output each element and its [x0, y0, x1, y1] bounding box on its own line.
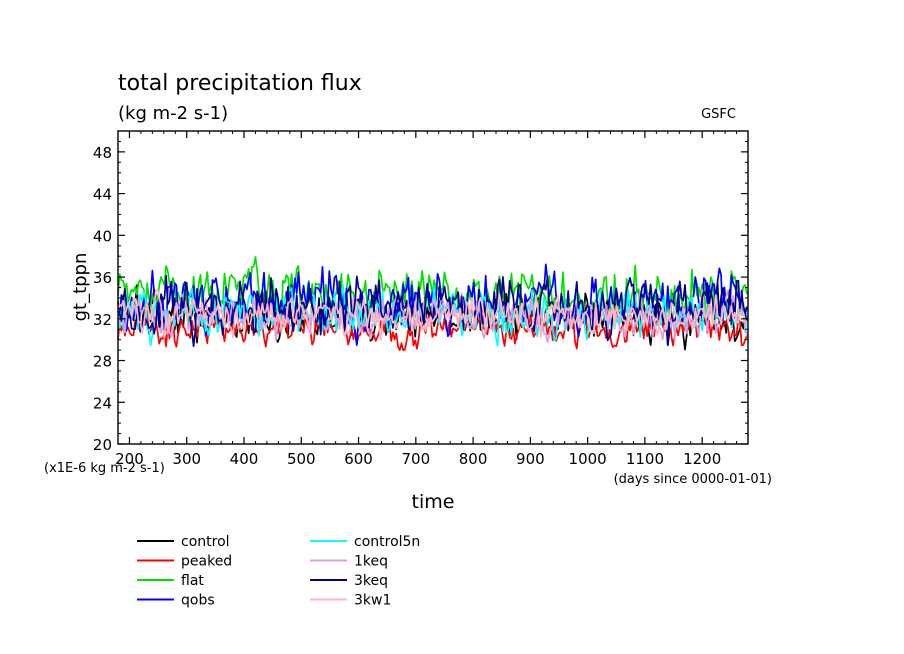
legend-label: peaked	[181, 554, 232, 570]
legend-label: 1keq	[354, 554, 388, 570]
x-tick-label: 900	[516, 450, 545, 468]
credit-label: GSFC	[701, 107, 736, 122]
chart-subtitle: (kg m-2 s-1)	[118, 103, 228, 124]
x-tick-label: 200	[115, 450, 144, 468]
x-tick-label: 1000	[569, 450, 607, 468]
x-tick-label: 1200	[683, 450, 721, 468]
legend-label: control5n	[354, 534, 420, 550]
series-line-3kw1	[117, 288, 748, 341]
axis-ticks: 20 24 28 32 36 40 44 48 200 300 400 500 600 700 800 900…	[93, 131, 749, 468]
y-tick-label: 24	[93, 394, 112, 412]
x-tick-label: 400	[230, 450, 259, 468]
y-tick-label: 40	[93, 227, 112, 245]
y-tick-label: 20	[93, 436, 112, 454]
series-lines	[117, 256, 748, 352]
y-tick-label: 48	[93, 144, 112, 162]
x-tick-label: 1100	[626, 450, 664, 468]
y-tick-label: 32	[93, 311, 112, 329]
chart-title: total precipitation flux	[118, 71, 362, 96]
x-axis-label: time	[412, 491, 455, 513]
legend-label: 3keq	[354, 573, 388, 589]
y-tick-label: 28	[93, 353, 112, 371]
legend-label: control	[181, 534, 230, 550]
legend-label: flat	[181, 573, 204, 589]
legend-label: 3kw1	[354, 593, 391, 609]
x-tick-label: 800	[459, 450, 488, 468]
legend: control peaked flat qobs control5n 1keq 3keq 3k…	[137, 534, 420, 609]
y-axis-label: gt_tppn	[70, 253, 91, 322]
x-unit-note: (days since 0000-01-01)	[614, 472, 772, 487]
y-scale-note: (x1E-6 kg m-2 s-1)	[44, 461, 165, 476]
x-tick-label: 700	[401, 450, 430, 468]
y-tick-label: 36	[93, 269, 112, 287]
plot-area: 20 24 28 32 36 40 44 48 200 300 400 500 600 700 800 900…	[93, 130, 749, 468]
x-tick-label: 500	[287, 450, 316, 468]
legend-label: qobs	[181, 593, 215, 609]
x-tick-label: 300	[172, 450, 201, 468]
y-tick-label: 44	[93, 186, 112, 204]
x-tick-label: 600	[344, 450, 373, 468]
